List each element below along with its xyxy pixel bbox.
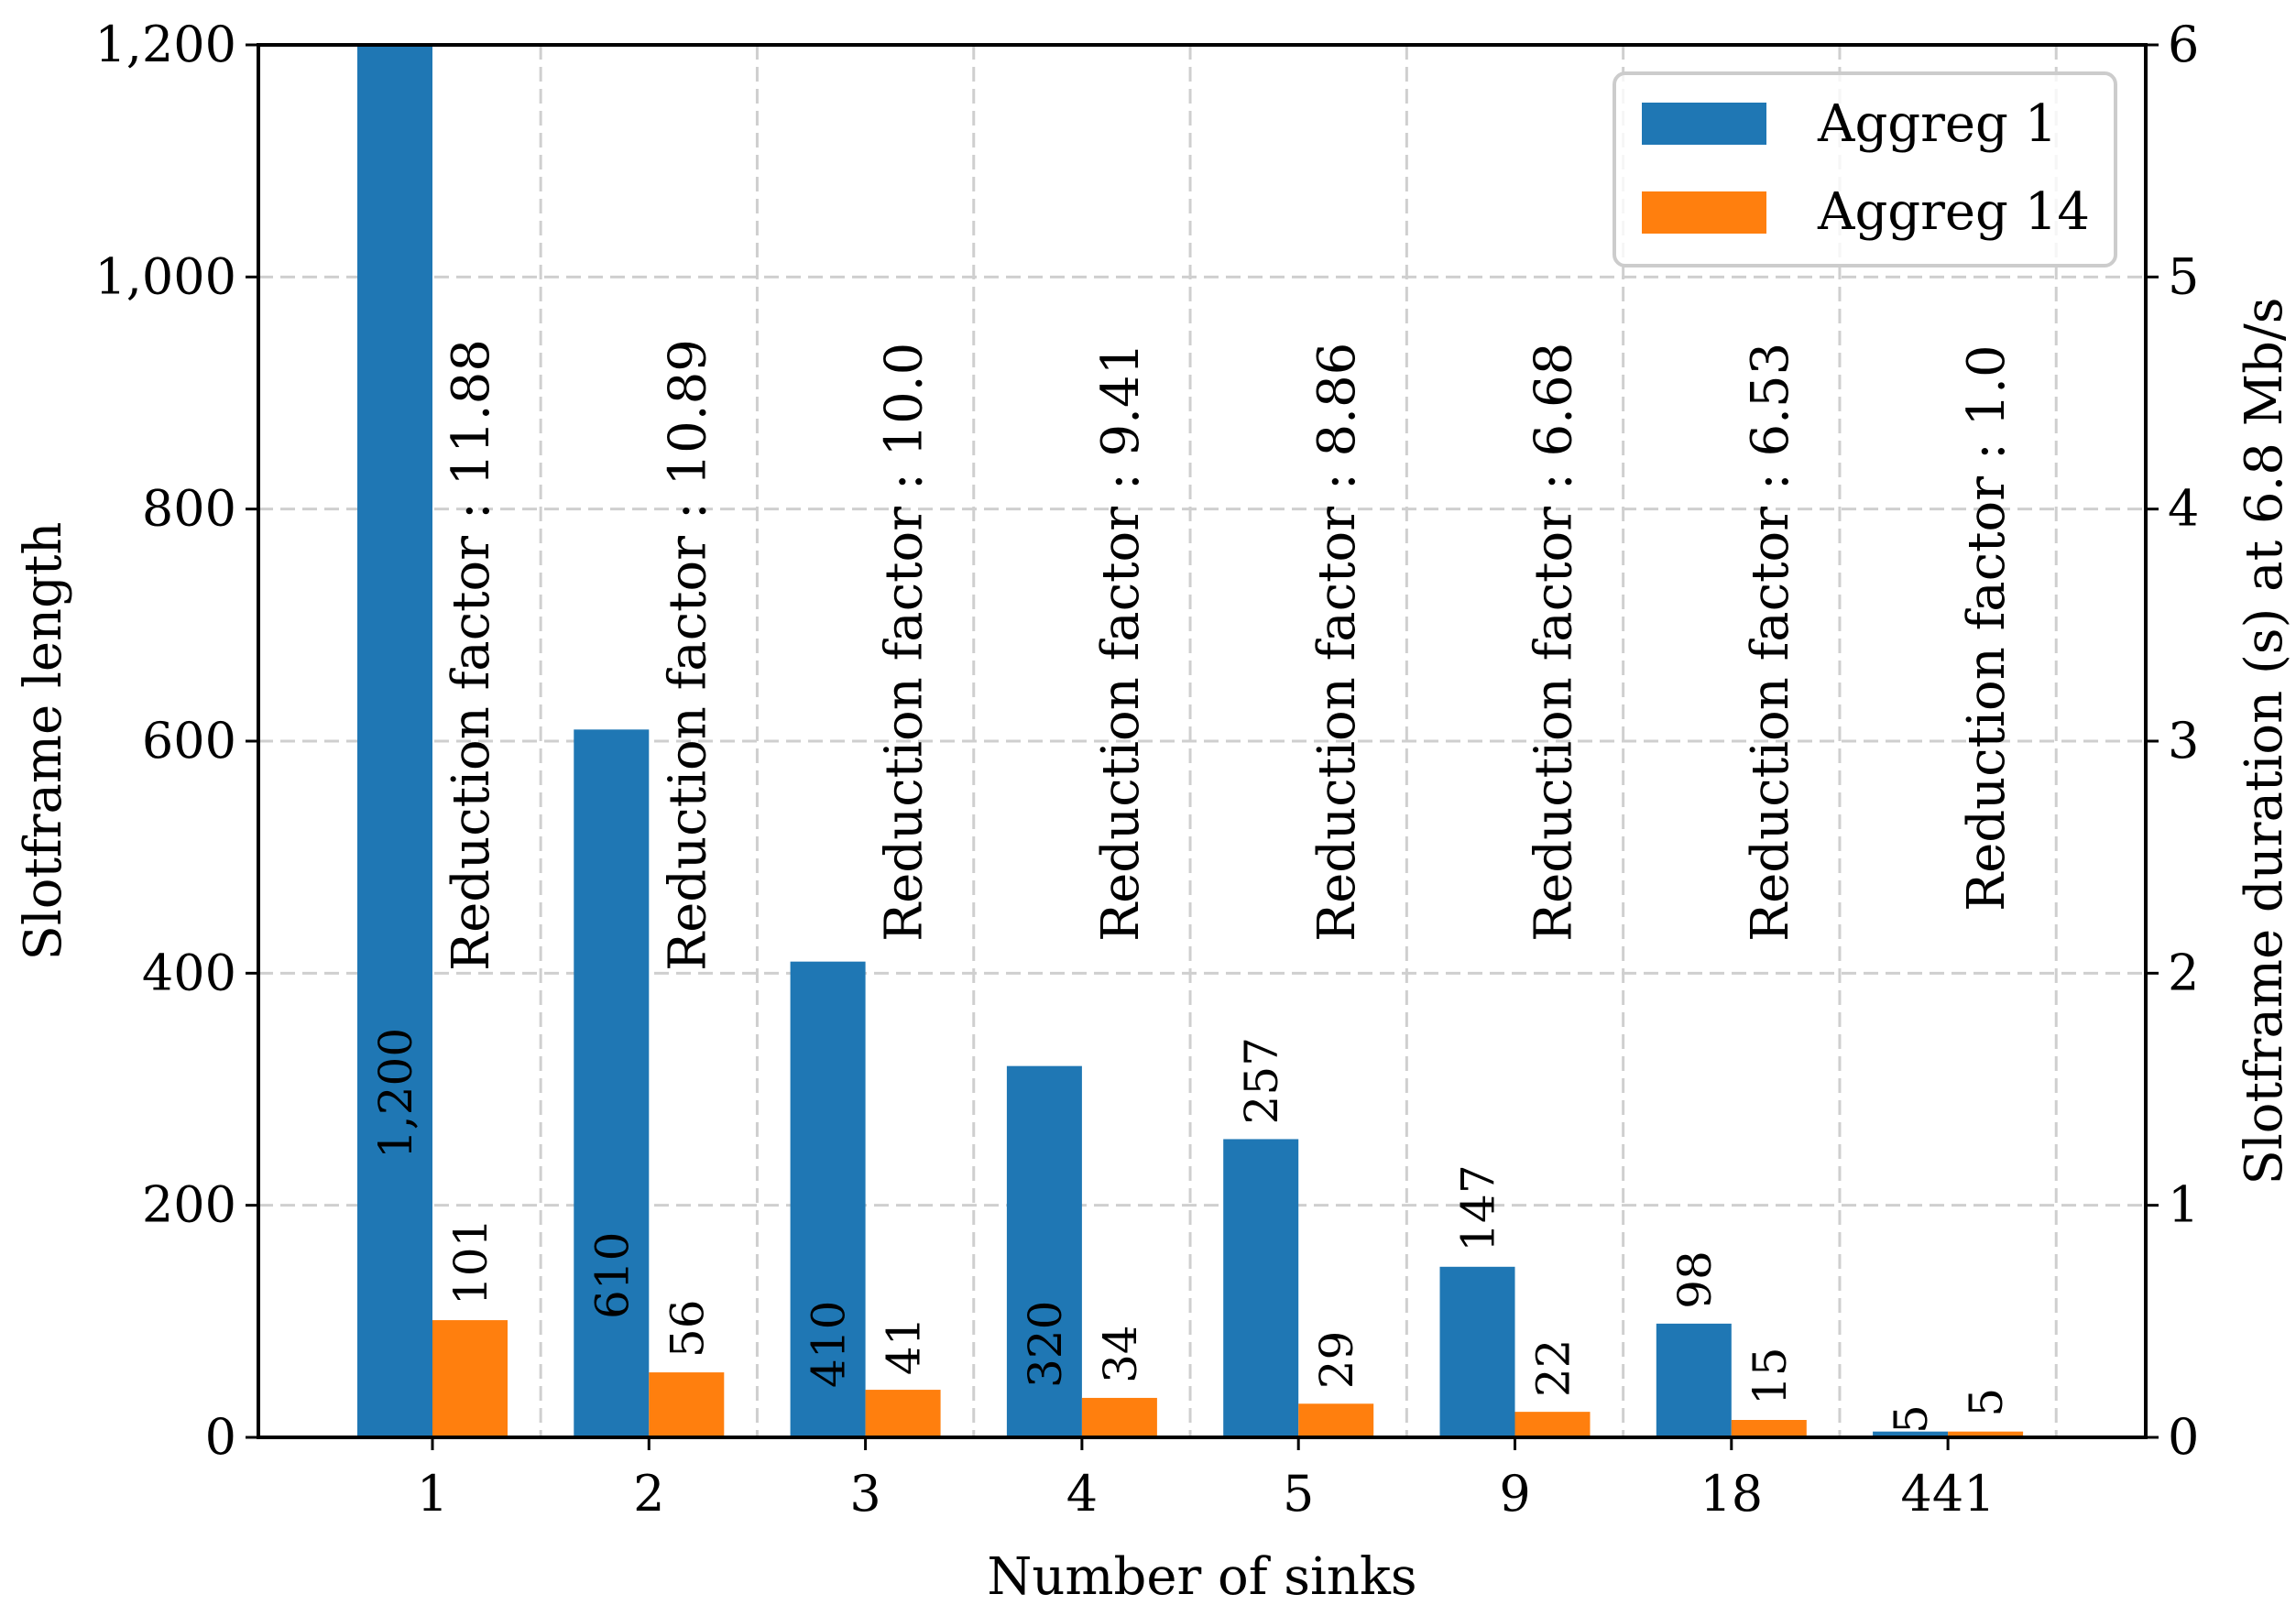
bar-aggreg-1-18 <box>1656 1323 1732 1437</box>
value-label-aggreg-1: 257 <box>1235 1037 1288 1124</box>
reduction-factor-annotation: Reduction factor : 10.0 <box>875 343 935 942</box>
y2-tick-label: 5 <box>2168 247 2199 305</box>
value-label-aggreg-1: 610 <box>585 1232 639 1319</box>
reduction-factor-annotation: Reduction factor : 8.86 <box>1307 343 1367 942</box>
x-tick-label: 4 <box>1066 1465 1098 1523</box>
y-tick-label: 1,000 <box>94 247 236 305</box>
x-tick-label: 9 <box>1499 1465 1530 1523</box>
x-axis-label: Number of sinks <box>987 1547 1416 1605</box>
bar-aggreg-14-4 <box>1081 1397 1157 1437</box>
x-tick-label: 441 <box>1901 1465 1995 1523</box>
value-label-aggreg-1: 410 <box>803 1301 856 1388</box>
y-tick-label: 400 <box>142 944 236 1001</box>
y-tick-label: 0 <box>205 1408 236 1466</box>
bars <box>357 45 2024 1437</box>
bar-aggreg-1-9 <box>1439 1266 1515 1437</box>
value-label-aggreg-14: 41 <box>878 1316 931 1375</box>
legend-swatch-aggreg-1 <box>1642 103 1766 145</box>
value-label-aggreg-14: 56 <box>661 1299 714 1358</box>
value-label-aggreg-14: 22 <box>1527 1339 1580 1398</box>
y2-tick-label: 2 <box>2168 944 2199 1001</box>
bar-aggreg-14-1 <box>432 1320 508 1437</box>
value-label-aggreg-14: 5 <box>1960 1388 2013 1417</box>
x-tick-label: 3 <box>849 1465 880 1523</box>
legend: Aggreg 1 Aggreg 14 <box>1613 71 2117 268</box>
y-axis-label: Slotframe length <box>14 522 73 961</box>
bar-aggreg-14-441 <box>1948 1431 2024 1437</box>
legend-label-aggreg-14: Aggreg 14 <box>1817 182 2090 242</box>
x-tick-label: 2 <box>633 1465 664 1523</box>
bar-aggreg-1-3 <box>790 961 866 1437</box>
y2-axis-label: Slotframe duration (s) at 6.8 Mb/s <box>2235 297 2294 1185</box>
x-tick-label: 5 <box>1283 1465 1314 1523</box>
bar-aggreg-14-2 <box>649 1372 725 1437</box>
grid <box>258 45 2146 1437</box>
bar-aggreg-14-3 <box>865 1390 941 1437</box>
bar-aggreg-14-5 <box>1298 1403 1374 1437</box>
value-label-aggreg-14: 34 <box>1094 1325 1147 1383</box>
y-tick-label: 800 <box>142 480 236 538</box>
x-tick-label: 18 <box>1700 1465 1763 1523</box>
value-label-aggreg-1: 320 <box>1019 1301 1072 1388</box>
bar-aggreg-1-1 <box>357 45 432 1437</box>
value-label-aggreg-14: 15 <box>1744 1347 1797 1405</box>
x-tick-label: 1 <box>417 1465 448 1523</box>
value-label-aggreg-1: 147 <box>1452 1164 1505 1251</box>
y2-tick-label: 4 <box>2168 480 2199 538</box>
bar-aggreg-1-441 <box>1873 1431 1949 1437</box>
legend-swatch-aggreg-14 <box>1642 191 1766 234</box>
y-tick-label: 200 <box>142 1176 236 1234</box>
y2-tick-label: 6 <box>2168 16 2199 73</box>
bar-aggreg-1-5 <box>1223 1139 1299 1437</box>
annotations: Reduction factor : 11.88 Reduction factor… <box>442 339 2017 971</box>
y-tick-label: 1,200 <box>94 16 236 73</box>
data-labels: 1,200 101 610 56 410 41 320 34 257 29 147 22 98 15 55 <box>369 1028 2013 1434</box>
value-label-aggreg-14: 101 <box>444 1218 497 1305</box>
y-tick-label: 600 <box>142 712 236 770</box>
value-label-aggreg-1: 5 <box>1885 1404 1938 1434</box>
value-label-aggreg-14: 29 <box>1310 1331 1363 1390</box>
reduction-factor-annotation: Reduction factor : 6.68 <box>1525 343 1584 942</box>
bar-aggreg-1-4 <box>1006 1065 1082 1437</box>
legend-label-aggreg-1: Aggreg 1 <box>1817 94 2057 154</box>
bar-aggreg-1-2 <box>574 729 650 1437</box>
reduction-factor-annotation: Reduction factor : 6.53 <box>1741 343 1800 942</box>
reduction-factor-annotation: Reduction factor : 9.41 <box>1091 343 1151 942</box>
y2-tick-label: 1 <box>2168 1176 2199 1234</box>
reduction-factor-annotation: Reduction factor : 10.89 <box>658 339 717 971</box>
reduction-factor-annotation: Reduction factor : 1.0 <box>1957 344 2017 912</box>
reduction-factor-annotation: Reduction factor : 11.88 <box>442 339 501 971</box>
value-label-aggreg-1: 1,200 <box>369 1028 422 1159</box>
y2-tick-label: 0 <box>2168 1408 2199 1466</box>
bar-aggreg-14-18 <box>1731 1420 1807 1437</box>
value-label-aggreg-1: 98 <box>1668 1250 1722 1309</box>
y2-tick-label: 3 <box>2168 712 2199 770</box>
bar-aggreg-14-9 <box>1514 1412 1591 1437</box>
